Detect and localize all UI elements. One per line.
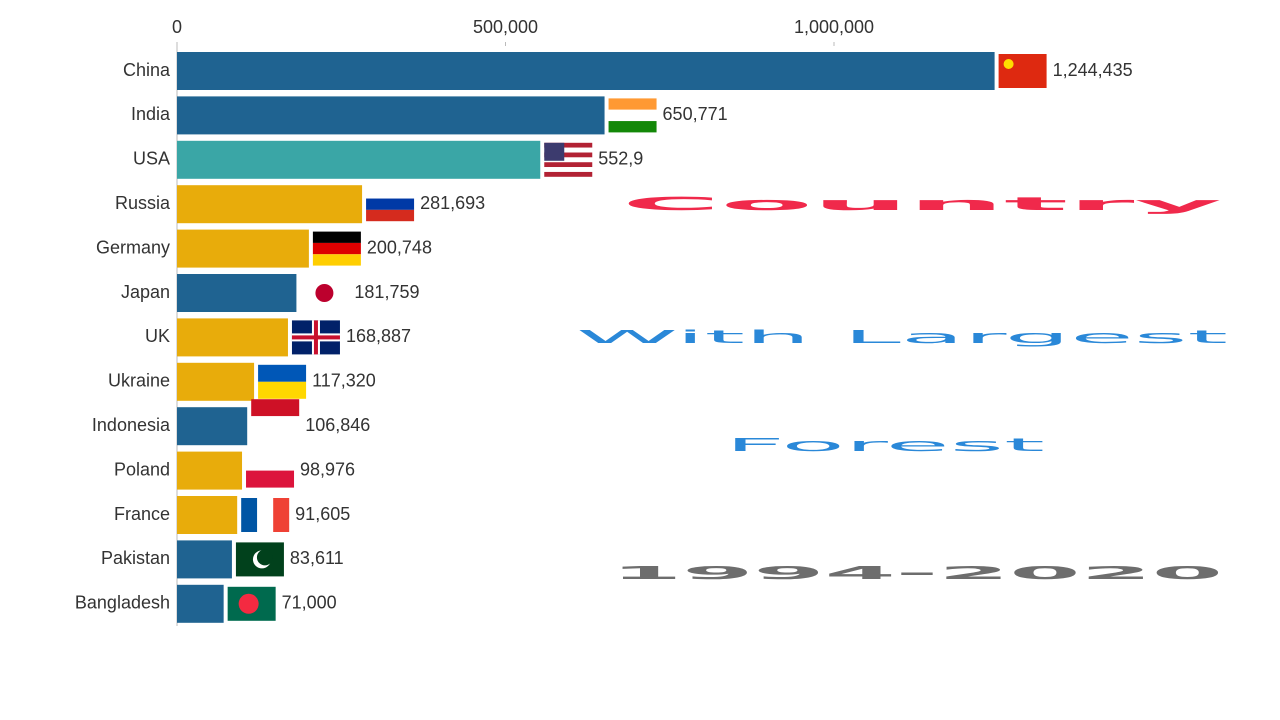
flag-part — [241, 498, 258, 532]
flag-part — [258, 381, 307, 399]
bar — [177, 229, 309, 268]
flag-part — [256, 549, 273, 566]
flag-part — [608, 109, 657, 122]
subtitle: Forest — [725, 435, 1045, 456]
bar — [177, 451, 243, 490]
flag-part — [1003, 59, 1014, 69]
flag-part — [312, 254, 361, 266]
y-tick-label: Ukraine — [108, 371, 170, 391]
flag-part — [246, 470, 295, 488]
flag-part — [366, 187, 415, 199]
flag-part — [544, 157, 593, 163]
flag-part — [544, 142, 593, 148]
subtitle: With Largest — [576, 327, 1228, 348]
flag-part — [608, 98, 657, 110]
flag-part — [544, 171, 593, 177]
y-tick-label: China — [123, 60, 171, 80]
x-tick-label: 0 — [172, 17, 182, 37]
flag-part — [251, 416, 300, 434]
y-tick-label: Germany — [96, 237, 170, 257]
y-tick-label: Pakistan — [101, 548, 170, 568]
y-tick-label: Poland — [114, 459, 170, 479]
bar — [177, 407, 248, 446]
title: Country — [622, 194, 1224, 215]
flag-part — [366, 209, 415, 222]
value-label: 650,771 — [663, 104, 728, 124]
bar — [177, 274, 297, 312]
value-label: 200,748 — [367, 237, 432, 257]
bar — [177, 496, 238, 534]
flag-part — [238, 593, 259, 614]
bar — [177, 362, 255, 401]
flag-part — [366, 198, 415, 210]
value-label: 168,887 — [346, 326, 411, 346]
y-tick-label: USA — [133, 149, 170, 169]
value-label: 98,976 — [300, 459, 355, 479]
y-tick-label: Russia — [115, 193, 171, 213]
flag-part — [608, 121, 657, 133]
flag-part — [315, 284, 334, 302]
flag-part — [312, 242, 361, 255]
flag-part — [273, 498, 290, 532]
y-tick-label: Bangladesh — [75, 593, 170, 613]
value-label: 181,759 — [354, 282, 419, 302]
y-tick-label: Japan — [121, 282, 170, 302]
flag-part — [312, 231, 361, 243]
bar — [177, 140, 541, 179]
flag-part — [258, 364, 307, 382]
y-tick-label: France — [114, 504, 170, 524]
y-tick-label: UK — [145, 326, 170, 346]
plot: 0 500,000 1,000,000 China 1,244,435 India 650,… — [75, 17, 1133, 623]
flag-part — [544, 162, 593, 168]
bar — [177, 540, 232, 579]
bar — [177, 185, 363, 224]
y-tick-label: India — [131, 104, 171, 124]
flag-part — [544, 167, 593, 172]
flag-part — [257, 498, 274, 532]
bar — [177, 96, 605, 135]
period: 1994-2020 — [611, 563, 1223, 584]
y-tick-label: Indonesia — [92, 415, 171, 435]
value-label: 91,605 — [295, 504, 350, 524]
value-label: 117,320 — [312, 371, 376, 391]
value-label: 106,846 — [305, 415, 370, 435]
flag-part — [544, 152, 593, 158]
flag-part — [998, 54, 1047, 88]
value-label: 552,9 — [598, 149, 643, 169]
value-label: 281,693 — [420, 193, 485, 213]
bar — [177, 318, 288, 357]
bar — [177, 584, 224, 623]
bar — [177, 52, 995, 90]
flag-part — [544, 147, 593, 153]
value-label: 83,611 — [290, 548, 344, 568]
flag-part — [246, 453, 295, 471]
value-label: 71,000 — [282, 593, 337, 613]
value-label: 1,244,435 — [1053, 60, 1133, 80]
flag-part — [313, 320, 318, 355]
x-tick-label: 500,000 — [473, 17, 538, 37]
flag-part — [544, 142, 565, 161]
x-tick-label: 1,000,000 — [794, 17, 874, 37]
flag-part — [251, 399, 300, 417]
